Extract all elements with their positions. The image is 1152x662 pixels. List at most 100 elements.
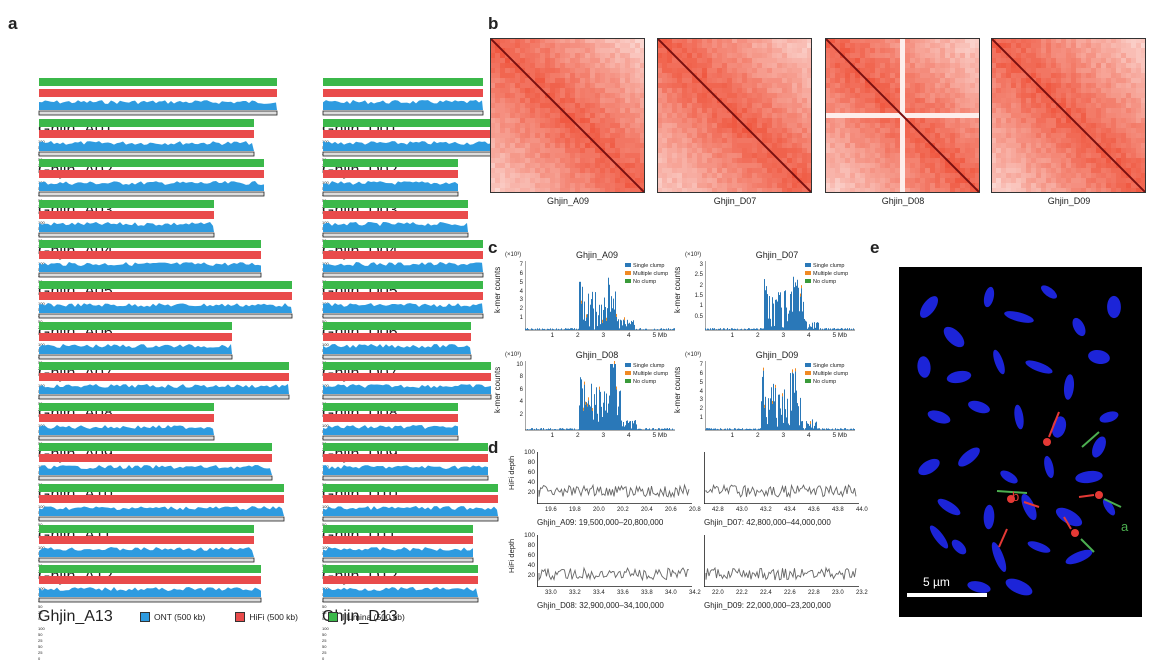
track-Ghjin_D07-tracks — [322, 320, 474, 360]
kmer-xtick: 5 Mb — [833, 332, 847, 339]
depth-ytick: 80 — [521, 542, 535, 549]
track-Ghjin_D06: Ghjin_D06100502550250 — [322, 279, 492, 321]
kmer-title: Ghjin_D07 — [707, 250, 847, 260]
track-Ghjin_A08: Ghjin_A08100502550250 — [38, 360, 298, 402]
kmer-ytick: 2.5 — [693, 272, 703, 278]
kmer-ytick: 0.5 — [693, 314, 703, 320]
track-Ghjin_A11-tracks — [38, 482, 287, 522]
arrow — [999, 529, 1007, 547]
depth-xtick: 33.2 — [569, 590, 581, 596]
depth-xtick: 22.6 — [784, 590, 796, 596]
kmer-ytick: 6 — [513, 387, 523, 393]
probe-b-label: b — [1012, 489, 1019, 504]
kmer-title: Ghjin_A09 — [527, 250, 667, 260]
track-Ghjin_A11: Ghjin_A11100502550250 — [38, 482, 293, 524]
kmer-ylabel: k-mer counts — [673, 267, 682, 313]
kmer-xtick: 2 — [756, 332, 760, 339]
depth-ytick: 40 — [521, 479, 535, 486]
depth-xtick: 20.0 — [593, 507, 605, 513]
fish-signal — [1071, 529, 1079, 537]
kmer-xtick: 4 — [807, 432, 811, 439]
kmer-legend-item: Multiple clump — [625, 270, 668, 278]
track-Ghjin_D06-tracks — [322, 279, 486, 319]
kmer-ylabel: k-mer counts — [673, 367, 682, 413]
track-Ghjin_A05: Ghjin_A05100502550250 — [38, 238, 270, 280]
chromosome — [1087, 348, 1111, 365]
track-Ghjin_A02: Ghjin_A02100502550250 — [38, 117, 263, 159]
depth-xtick: 23.2 — [856, 590, 868, 596]
chromosome — [916, 356, 931, 379]
kmer-legend-item: Single clump — [805, 362, 848, 370]
chromosome — [955, 444, 983, 470]
track-Ghjin_D02-tracks — [322, 117, 501, 157]
fish-signal — [1095, 491, 1103, 499]
kmer-ytick: 3 — [513, 297, 523, 303]
track-Ghjin_A07-tracks — [38, 320, 235, 360]
kmer-xtick: 3 — [782, 432, 786, 439]
track-Ghjin_D03: Ghjin_D03100502550250 — [322, 157, 467, 199]
chromosome — [983, 505, 995, 530]
hic-matrix — [825, 38, 980, 193]
chromosome — [1107, 296, 1121, 318]
kmer-ytick: 1 — [513, 315, 523, 321]
track-Ghjin_D13-tracks — [322, 563, 481, 603]
depth-xtick: 19.8 — [569, 507, 581, 513]
depth-ytick: 100 — [521, 449, 535, 456]
depth-xtick: 43.4 — [784, 507, 796, 513]
chromosome — [1098, 409, 1120, 425]
track-Ghjin_D12: Ghjin_D12100502550250 — [322, 523, 482, 565]
illumina-swatch — [328, 612, 338, 622]
panel-label-a: a — [8, 14, 17, 34]
depth-xtick: 22.0 — [712, 590, 724, 596]
track-Ghjin_A06: Ghjin_A06100502550250 — [38, 279, 301, 321]
hic-map-2 — [825, 38, 980, 193]
kmer-legend-item: Single clump — [625, 362, 668, 370]
track-Ghjin_A04: Ghjin_A04100502550250 — [38, 198, 223, 240]
arrow — [1079, 495, 1094, 497]
hic-label: Ghjin_A09 — [488, 196, 648, 206]
kmer-ytick: 4 — [693, 389, 703, 395]
kmer-xtick: 3 — [602, 432, 606, 439]
kmer-ytick: 7 — [693, 362, 703, 368]
kmer-xtick: 2 — [576, 432, 580, 439]
depth-xtick: 20.4 — [641, 507, 653, 513]
kmer-xtick: 3 — [602, 332, 606, 339]
track-Ghjin_D12-tracks — [322, 523, 476, 563]
depth-ytick: 20 — [521, 489, 535, 496]
kmer-ytick: 6 — [693, 371, 703, 377]
depth-xtick: 43.2 — [760, 507, 772, 513]
kmer-scale: (×10³) — [505, 352, 521, 358]
kmer-xtick: 1 — [731, 432, 735, 439]
kmer-xtick: 5 Mb — [653, 332, 667, 339]
ont-swatch — [140, 612, 150, 622]
depth-xtick: 20.6 — [665, 507, 677, 513]
track-Ghjin_D10: Ghjin_D10100502550250 — [322, 441, 497, 483]
chromosome — [967, 398, 992, 415]
track-Ghjin_A02-tracks — [38, 117, 257, 157]
hifi-swatch — [235, 612, 245, 622]
depth-ytick: 80 — [521, 459, 535, 466]
kmer-xtick: 4 — [627, 432, 631, 439]
kmer-ytick: 1.5 — [693, 293, 703, 299]
kmer-ytick: 2 — [693, 283, 703, 289]
track-Ghjin_D05-tracks — [322, 238, 486, 278]
legend-illumina: Illumina (500 kb) — [328, 612, 405, 622]
kmer-ytick: 5 — [693, 380, 703, 386]
depth-ytick: 40 — [521, 562, 535, 569]
track-Ghjin_D09: Ghjin_D09100502550250 — [322, 401, 467, 443]
kmer-scale: (×10³) — [685, 352, 701, 358]
kmer-ytick: 6 — [513, 271, 523, 277]
fish-signal — [1043, 438, 1051, 446]
chromosome — [927, 523, 951, 551]
depth-ytick: 20 — [521, 572, 535, 579]
chromosome — [1003, 575, 1034, 599]
track-Ghjin_D10-tracks — [322, 441, 491, 481]
coverage-legend: ONT (500 kb) HiFi (500 kb) Illumina (500… — [140, 612, 405, 622]
